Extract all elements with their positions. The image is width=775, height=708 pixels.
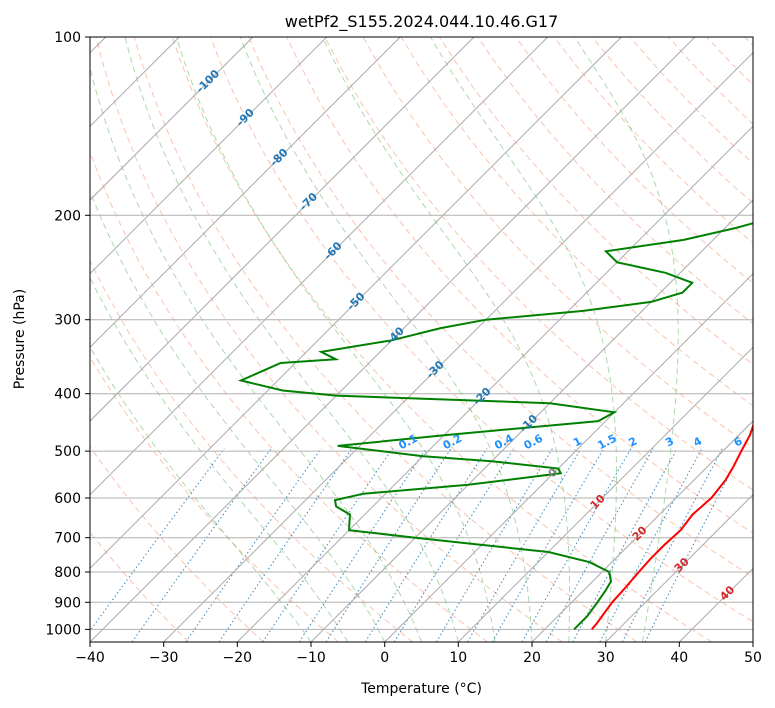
y-tick-label: 100	[54, 30, 81, 46]
x-tick-label: 50	[744, 650, 762, 666]
dry-adiabat	[286, 37, 753, 534]
isotherm-line	[90, 37, 475, 422]
isotherm-line	[531, 420, 753, 642]
dry-adiabat	[171, 37, 712, 642]
moist-adiabat	[322, 37, 571, 642]
moist-adiabat	[124, 37, 459, 642]
mixing-ratio-line	[599, 448, 703, 642]
x-tick-label: 20	[523, 650, 541, 666]
mixing-ratio-line	[298, 448, 427, 642]
y-tick-label: 300	[54, 313, 81, 329]
y-tick-label: 800	[54, 565, 81, 581]
dry-adiabat	[90, 259, 414, 642]
moist-adiabat	[90, 65, 422, 642]
y-tick-label: 600	[54, 491, 81, 507]
moist-adiabat	[574, 37, 679, 642]
x-tick-label: −40	[75, 650, 105, 666]
isotherm-line	[90, 37, 401, 349]
isotherm-line	[310, 199, 753, 642]
isotherm-line	[90, 37, 622, 570]
isotherm-line	[90, 37, 254, 201]
y-tick-label: 500	[54, 444, 81, 460]
moist-adiabat	[239, 37, 533, 642]
dewpoint-line	[237, 222, 753, 631]
mixing-ratio-line	[572, 448, 678, 642]
isotherm-line	[605, 493, 753, 642]
isotherm-line	[90, 37, 328, 275]
y-axis-ticks: 100 200 300 400 500 600 700 800 900 1000	[45, 30, 90, 638]
moist-adiabat	[90, 276, 349, 642]
mixing-ratio-line	[393, 448, 515, 642]
mixing-ratio-line	[185, 448, 322, 642]
moist-adiabat	[90, 189, 386, 642]
y-tick-label: 1000	[45, 622, 81, 638]
x-axis-ticks: −40 −30 −20 −10 0 10 20 30 40 50	[75, 642, 762, 666]
x-tick-label: 10	[449, 650, 467, 666]
mixing-ratio-line	[621, 448, 723, 642]
moist-adiabat	[430, 37, 617, 642]
mixing-ratio-line	[467, 448, 582, 642]
dry-adiabat	[248, 37, 753, 578]
mixing-ratio-line	[90, 448, 225, 632]
mixing-ratio-line	[325, 448, 452, 642]
background-lines	[90, 37, 753, 642]
dry-adiabat	[515, 37, 753, 284]
x-tick-label: −30	[149, 650, 179, 666]
x-tick-label: −10	[296, 650, 326, 666]
isotherm-line	[457, 346, 753, 642]
chart-title: wetPf2_S155.2024.044.10.46.G17	[285, 12, 559, 32]
isotherm-line	[236, 125, 753, 642]
isotherm-line	[163, 51, 753, 642]
isotherm-line	[90, 37, 549, 496]
mixing-ratio-line	[262, 448, 393, 642]
x-axis-title: Temperature (°C)	[360, 681, 482, 697]
x-tick-label: 30	[597, 650, 615, 666]
dry-adiabat	[95, 37, 563, 642]
dry-adiabat	[324, 37, 753, 491]
temperature-line	[590, 423, 753, 631]
isotherm-line	[384, 272, 753, 642]
mixing-ratio-line	[218, 448, 353, 642]
profiles	[237, 222, 753, 631]
mixing-ratio-line	[131, 448, 272, 642]
y-tick-label: 400	[54, 387, 81, 403]
y-axis-title: Pressure (hPa)	[12, 289, 28, 389]
dry-adiabat	[90, 445, 264, 642]
x-tick-label: 0	[380, 650, 389, 666]
y-tick-label: 200	[54, 208, 81, 224]
x-tick-label: −20	[223, 650, 253, 666]
plot-frame	[89, 36, 754, 643]
mixing-ratio-line	[364, 448, 488, 642]
dry-adiabat	[90, 356, 339, 642]
x-tick-label: 40	[670, 650, 688, 666]
dry-adiabat	[210, 37, 753, 623]
mixing-ratio-line	[491, 448, 605, 642]
y-tick-label: 700	[54, 531, 81, 547]
y-tick-label: 900	[54, 595, 81, 611]
